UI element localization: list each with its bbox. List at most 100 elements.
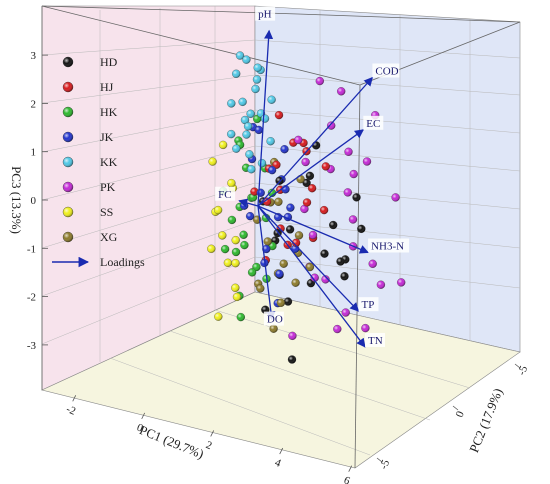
z-tick-label: 0 xyxy=(31,195,37,207)
loading-label-ec: EC xyxy=(366,118,380,130)
legend-item-kk: KK xyxy=(62,155,118,169)
loading-arrow-fc xyxy=(238,198,259,208)
y-tick-mark xyxy=(514,363,521,369)
floor xyxy=(41,291,521,469)
point-xg xyxy=(294,231,304,240)
loading-arrow-ph xyxy=(257,29,274,207)
point-hk xyxy=(240,240,249,250)
point-xg xyxy=(305,262,315,272)
point-pk xyxy=(300,204,309,214)
loading-label-bg xyxy=(365,332,385,347)
x-tick-mark xyxy=(279,447,284,455)
legend-item-ss: SS xyxy=(62,205,113,219)
point-hj xyxy=(307,184,317,193)
point-jk xyxy=(245,211,255,221)
loading-label-bg xyxy=(363,115,384,130)
x-tick-mark xyxy=(348,465,353,472)
x-tick-label: 2 xyxy=(204,439,214,452)
point-ss xyxy=(227,178,236,188)
point-hk xyxy=(220,244,230,254)
loading-arrow-tn xyxy=(257,205,366,348)
point-pk xyxy=(368,259,377,268)
legend-label: JK xyxy=(100,130,114,144)
point-kk xyxy=(251,84,260,94)
point-hd xyxy=(329,220,338,230)
loading-label-bg xyxy=(368,238,410,253)
y-tick-mark xyxy=(452,405,459,411)
point-pk xyxy=(362,157,372,166)
x-tick-mark xyxy=(210,430,215,437)
legend-label: HJ xyxy=(100,80,114,94)
legend-label: PK xyxy=(100,180,116,194)
point-xg xyxy=(269,324,278,333)
legend-label: XG xyxy=(100,230,118,244)
point-pk xyxy=(308,230,318,240)
point-pk xyxy=(343,188,352,197)
point-ss xyxy=(208,157,217,166)
point-hk xyxy=(239,230,248,239)
point-hj xyxy=(302,198,312,207)
x-tick-label: 0 xyxy=(135,422,145,435)
z-tick-label: 2 xyxy=(31,98,37,110)
point-kk xyxy=(257,158,267,168)
loading-label-ph: pH xyxy=(258,9,272,21)
point-kk xyxy=(266,137,275,146)
point-kk xyxy=(260,114,270,123)
z-axis-ticks: -3 -2 -1 0 1 2 3 xyxy=(27,50,48,352)
legend-label: Loadings xyxy=(100,255,145,269)
point-pk xyxy=(294,135,303,145)
point-pk xyxy=(341,308,350,317)
point-ss xyxy=(213,205,223,215)
z-axis-label: PC3 (13.3%) xyxy=(9,166,24,234)
point-kk xyxy=(252,75,262,84)
point-ss xyxy=(231,235,240,245)
point-hk xyxy=(227,215,237,225)
point-hk xyxy=(247,268,257,277)
y-tick-mark xyxy=(376,457,383,463)
point-ss xyxy=(218,140,228,150)
legend-item-pk: PK xyxy=(62,180,116,194)
x-tick-label: 6 xyxy=(342,474,352,484)
point-pk xyxy=(391,193,400,202)
legend-label: SS xyxy=(100,205,113,219)
point-xg xyxy=(276,298,286,307)
legend-item-loadings: Loadings xyxy=(52,255,145,269)
loading-label-do: DO xyxy=(267,314,283,326)
x-tick-label: 4 xyxy=(273,457,283,470)
legend: HD HJ HK JK KK PK SS XG Loadings xyxy=(52,55,145,269)
z-tick-label: 3 xyxy=(31,50,37,62)
point-xg xyxy=(274,197,283,206)
point-hd xyxy=(357,224,366,234)
x-tick-mark xyxy=(141,412,146,420)
point-kk xyxy=(243,122,253,131)
point-hd xyxy=(311,141,321,150)
x-tick-label: -2 xyxy=(64,403,77,418)
point-jk xyxy=(286,203,295,212)
loading-arrow-cod xyxy=(257,76,374,207)
point-xg xyxy=(296,174,305,184)
loading-arrow-ec xyxy=(257,129,365,207)
legend-item-hd: HD xyxy=(62,55,118,69)
point-ss xyxy=(207,244,216,253)
y-axis-label: PC2 (17.9%) xyxy=(466,386,505,455)
point-ss xyxy=(214,312,223,321)
point-kk xyxy=(232,69,241,78)
point-jk xyxy=(267,165,277,175)
point-xg xyxy=(279,259,288,268)
point-pk xyxy=(301,157,310,167)
z-tick-label: -1 xyxy=(27,243,36,255)
z-tick-label: -3 xyxy=(27,340,37,352)
loading-label-fc: FC xyxy=(218,189,231,201)
point-hd xyxy=(305,171,315,181)
point-kk xyxy=(227,129,236,139)
point-hj xyxy=(321,162,330,171)
point-xg xyxy=(263,237,272,246)
point-jk xyxy=(280,145,289,154)
loading-label-bg xyxy=(358,297,379,312)
point-jk xyxy=(262,244,271,254)
loading-arrows: pH COD EC FC NH3-N TP TN DO xyxy=(215,6,410,348)
point-kk xyxy=(238,97,247,106)
point-ss xyxy=(218,231,227,240)
